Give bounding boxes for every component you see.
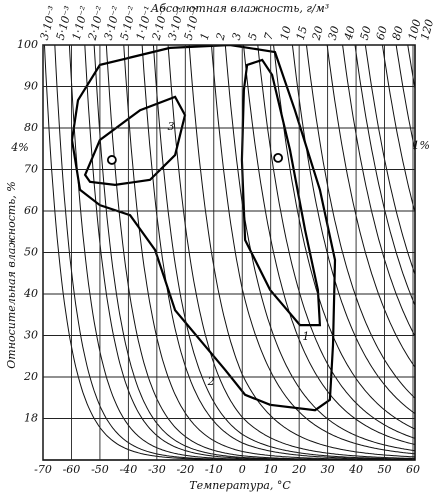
contour <box>70 45 337 412</box>
top-tick-label: 1 <box>198 31 212 41</box>
abs-humidity-curve <box>326 45 415 369</box>
top-tick-label: 50 <box>358 25 374 42</box>
top-tick-label: 30 <box>326 25 342 42</box>
top-tick-label: 120 <box>418 18 435 42</box>
contour <box>83 95 187 187</box>
abs-humidity-curve <box>188 45 415 458</box>
top-tick-label: 80 <box>390 25 406 42</box>
abs-humidity-curve <box>123 45 415 460</box>
top-tick-label: 7 <box>262 31 276 41</box>
contour-label: 1 <box>302 330 309 343</box>
x-axis-label: Температура, °C <box>189 479 291 492</box>
top-axis-label: Абсолютная влажность, г/м³ <box>150 2 329 15</box>
abs-humidity-curve <box>141 45 415 460</box>
abs-humidity-curve <box>210 45 415 455</box>
point-label: 1% <box>413 139 430 152</box>
x-tick-label: -20 <box>176 463 194 476</box>
x-tick-label: 50 <box>378 463 392 476</box>
y-tick-label: 50 <box>24 246 38 259</box>
y-tick-label: 80 <box>24 121 38 134</box>
top-tick-label: 2 <box>213 31 228 42</box>
top-tick-label: 100 <box>406 18 424 42</box>
contour <box>240 58 322 327</box>
y-tick-label: 70 <box>24 163 38 176</box>
y-tick-label: 90 <box>24 80 38 93</box>
x-tick-label: -30 <box>148 463 166 476</box>
contour-label: 2 <box>207 375 215 388</box>
top-tick-label: 60 <box>374 25 390 42</box>
abs-humidity-curve <box>407 45 415 92</box>
top-tick-label: 40 <box>341 25 357 43</box>
x-tick-label: 40 <box>348 463 363 476</box>
abs-humidity-curve <box>381 45 415 215</box>
x-tick-label: -10 <box>205 463 223 476</box>
y-tick-label: 18 <box>24 412 38 425</box>
abs-humidity-curve <box>54 45 415 460</box>
abs-humidity-curve <box>364 45 415 276</box>
x-tick-label: 60 <box>406 463 420 476</box>
top-tick-label: 20 <box>309 25 325 43</box>
abs-humidity-curve <box>167 45 415 459</box>
y-tick-label: 100 <box>17 38 38 51</box>
x-tick-label: -50 <box>91 463 109 476</box>
y-tick-label: 60 <box>24 204 38 217</box>
contour-label: 3 <box>168 120 175 133</box>
abs-humidity-curve <box>273 45 415 430</box>
abs-humidity-curve <box>243 45 415 446</box>
abs-humidity-curve <box>354 45 415 307</box>
point-label: 4% <box>10 141 28 154</box>
x-tick-label: 0 <box>239 463 246 476</box>
abs-humidity-curve <box>342 45 415 338</box>
abs-humidity-curve <box>84 45 415 460</box>
y-axis-label: Относительная влажность, % <box>5 181 18 368</box>
abs-humidity-curve <box>257 45 415 439</box>
y-tick-label: 20 <box>23 370 38 383</box>
point <box>106 155 117 165</box>
abs-humidity-curve <box>152 45 415 460</box>
top-tick-label: 10 <box>278 25 294 42</box>
top-tick-label: 15 <box>294 25 310 42</box>
abs-humidity-curve <box>291 45 415 415</box>
y-tick-label: 40 <box>23 287 38 300</box>
x-tick-label: 20 <box>291 463 306 476</box>
y-tick-label: 30 <box>24 329 38 342</box>
abs-humidity-curve <box>395 45 415 154</box>
plot-area <box>43 45 415 460</box>
x-tick-label: -60 <box>63 463 81 476</box>
x-tick-label: -40 <box>120 463 138 476</box>
abs-humidity-curve <box>305 45 415 399</box>
top-tick-label: 3 <box>230 31 244 41</box>
x-tick-label: 10 <box>264 463 278 476</box>
top-tick-label: 5 <box>246 31 260 41</box>
point <box>273 152 283 163</box>
x-tick-label: -70 <box>34 463 52 476</box>
x-tick-label: 30 <box>321 463 335 476</box>
